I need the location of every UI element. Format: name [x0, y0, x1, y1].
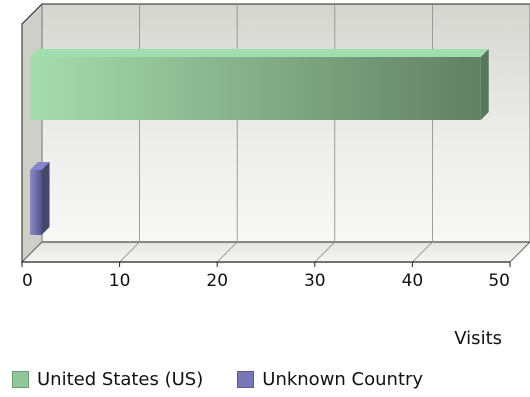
x-axis: 0 10 20 30 40 50 [21, 261, 511, 291]
x-tick-label-50: 50 [488, 271, 510, 291]
floor [20, 241, 530, 263]
floor-grid-line-50 [509, 241, 530, 263]
floor-grid-line-10 [119, 241, 140, 263]
floor-grid-line-40 [412, 241, 433, 263]
bar-unknown-country [30, 162, 50, 235]
bar-top-face [30, 49, 489, 57]
x-axis-title: Visits [454, 328, 502, 349]
legend-label-united-states: United States (US) [37, 369, 204, 390]
legend-label-unknown-country: Unknown Country [262, 369, 424, 390]
bar-united-states [30, 49, 489, 120]
legend-item-unknown-country: Unknown Country [237, 369, 423, 390]
bar-side-face [480, 49, 489, 120]
x-tick-label-20: 20 [206, 271, 228, 291]
x-tick-label-10: 10 [109, 271, 131, 291]
floor-grid-line-0 [21, 241, 43, 263]
x-tick-label-40: 40 [402, 271, 424, 291]
grid-lines [21, 4, 530, 263]
legend-item-united-states: United States (US) [12, 369, 203, 390]
floor-grid-line-30 [314, 241, 336, 263]
x-tick-label-0: 0 [22, 271, 33, 291]
floor-grid-line-20 [216, 241, 238, 263]
legend-swatch-united-states [12, 371, 29, 388]
bar-top-face [30, 162, 50, 170]
legend-swatch-unknown-country [237, 371, 255, 388]
x-tick-label-30: 30 [304, 271, 326, 291]
bars [30, 49, 489, 235]
bar-front-face [30, 57, 481, 120]
bar-front-face [30, 170, 42, 235]
bar-side-face [41, 162, 50, 235]
back-wall [41, 3, 530, 243]
legend: United States (US) Unknown Country [12, 369, 457, 390]
plot-background [20, 2, 530, 264]
